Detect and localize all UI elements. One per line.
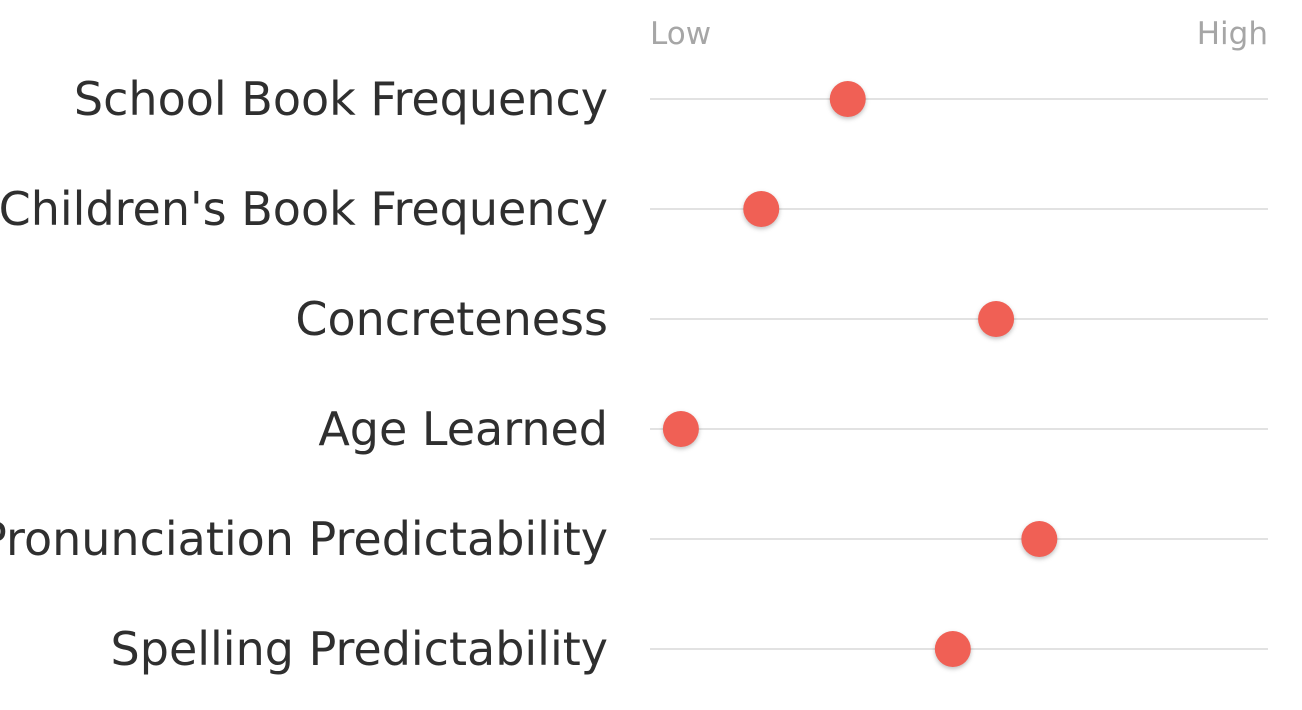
chart-rows: School Book Frequency Children's Book Fre… <box>0 72 1268 676</box>
data-point <box>662 411 699 447</box>
data-point <box>743 191 780 227</box>
category-label: Spelling Predictability <box>111 622 608 676</box>
category-label: Children's Book Frequency <box>0 182 608 236</box>
category-label: Pronunciation Predictability <box>0 512 608 566</box>
data-point <box>934 631 971 667</box>
data-point <box>829 81 866 117</box>
category-label: Age Learned <box>318 402 608 456</box>
data-point <box>978 301 1015 337</box>
category-label: Concreteness <box>295 292 608 346</box>
category-label: School Book Frequency <box>74 72 608 126</box>
data-point <box>1021 521 1058 557</box>
axis-low-label: Low <box>650 16 711 52</box>
axis-high-label: High <box>1197 16 1268 52</box>
